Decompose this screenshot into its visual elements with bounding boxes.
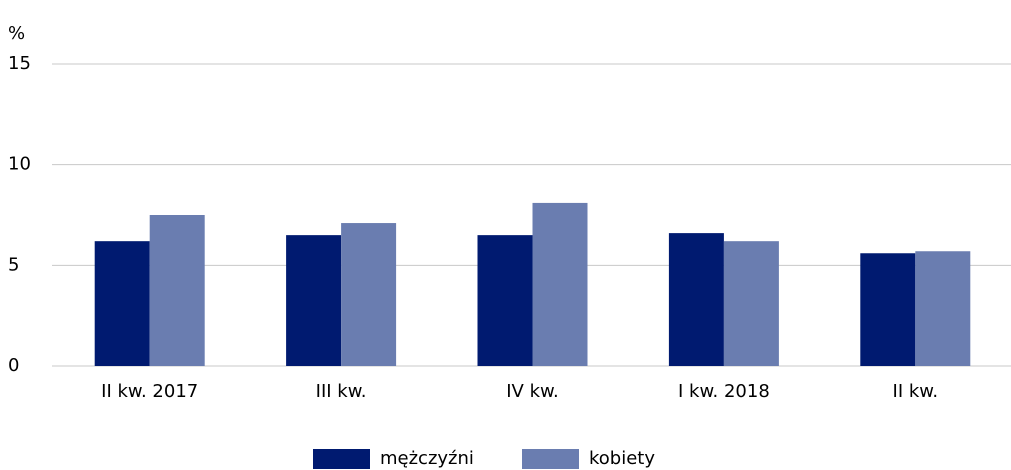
legend-swatch xyxy=(522,449,579,469)
y-axis-label: % xyxy=(8,23,25,44)
y-tick-label: 0 xyxy=(8,355,19,376)
bar xyxy=(860,253,916,366)
x-tick-label: IV kw. xyxy=(506,381,559,402)
x-tick-label: III kw. xyxy=(316,381,367,402)
x-tick-label: II kw. 2017 xyxy=(101,381,198,402)
y-tick-label: 10 xyxy=(8,154,31,175)
x-tick-label: I kw. 2018 xyxy=(678,381,770,402)
legend-label: mężczyźni xyxy=(380,448,474,469)
bar xyxy=(94,241,150,366)
bar xyxy=(149,215,205,366)
bar xyxy=(532,202,588,366)
legend-swatch xyxy=(313,449,370,469)
bar xyxy=(286,235,342,366)
x-tick-label: II kw. xyxy=(893,381,939,402)
bar xyxy=(341,223,397,366)
y-tick-label: 15 xyxy=(8,53,31,74)
bar xyxy=(915,251,971,366)
legend-label: kobiety xyxy=(589,448,655,469)
y-tick-label: 5 xyxy=(8,254,19,275)
bar xyxy=(668,233,724,366)
bar xyxy=(477,235,533,366)
bar xyxy=(723,241,779,366)
